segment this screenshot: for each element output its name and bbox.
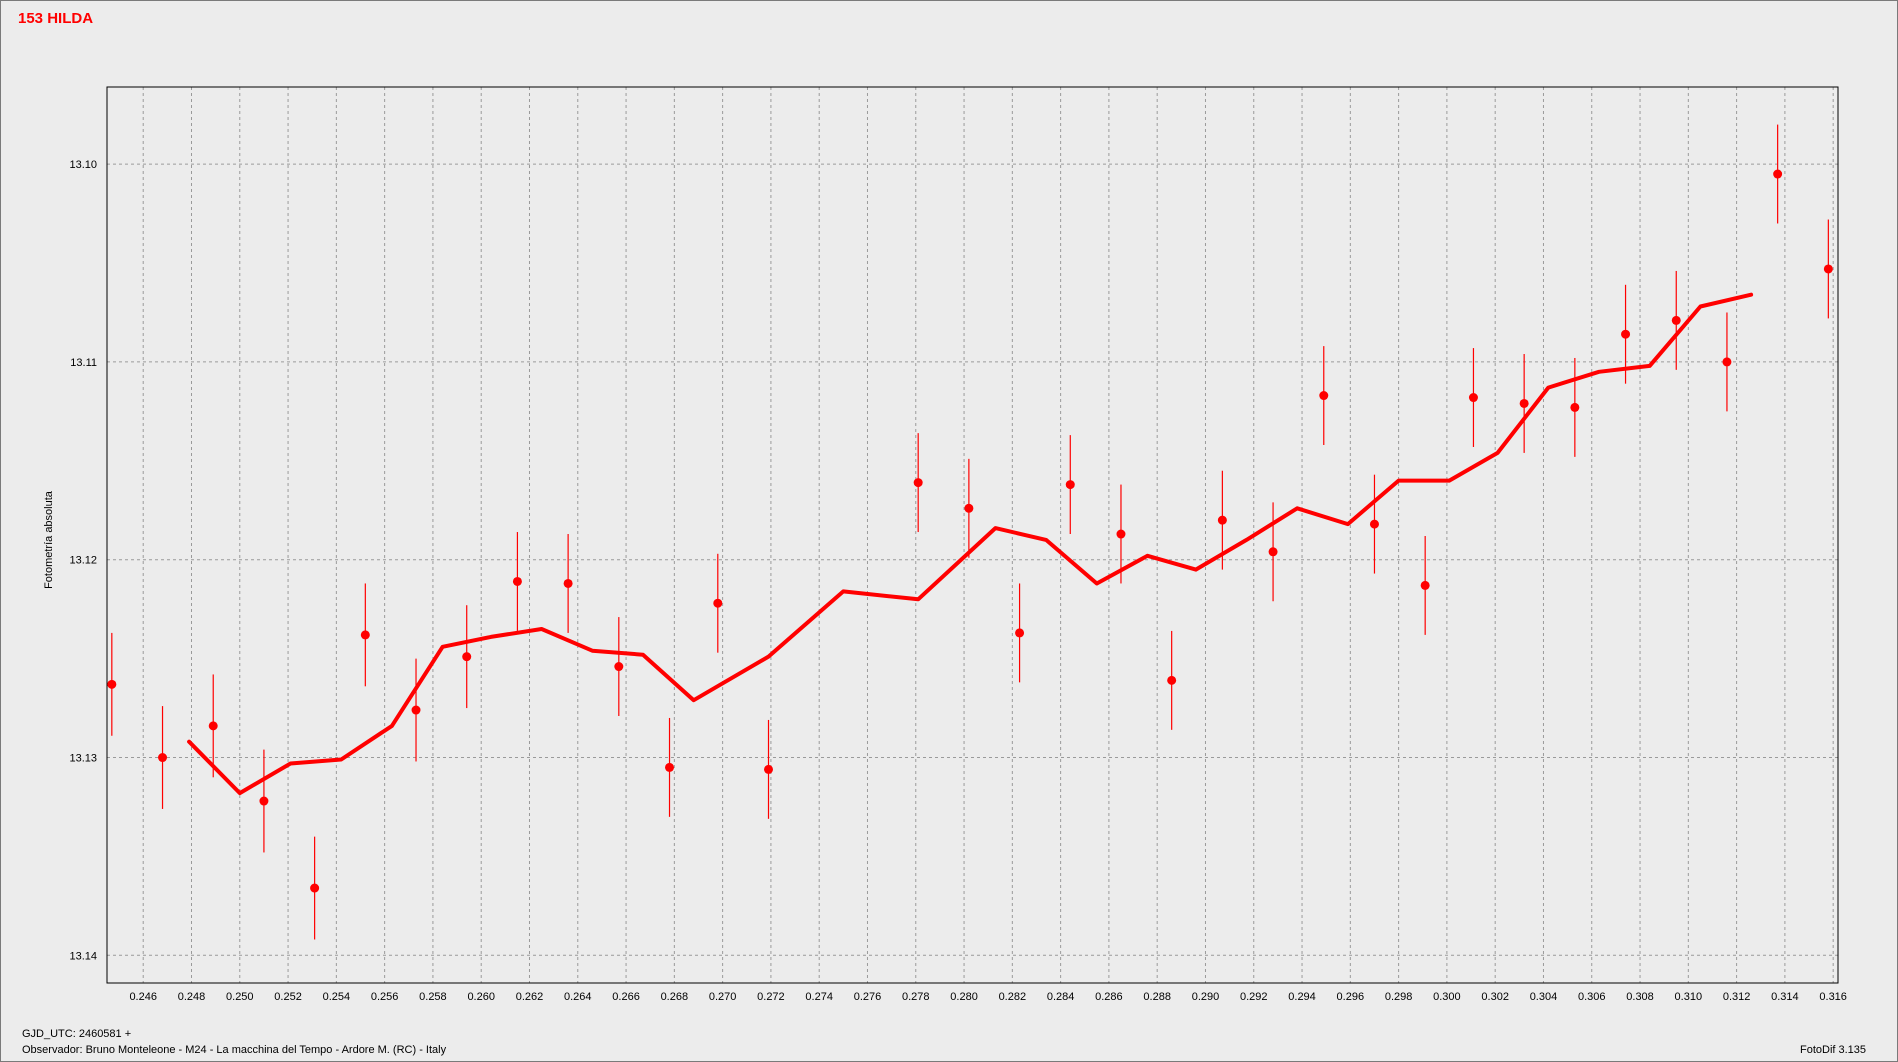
x-tick-label: 0.310	[1675, 991, 1703, 1003]
x-tick-label: 0.260	[467, 991, 495, 1003]
data-point	[1823, 264, 1833, 274]
data-point	[107, 679, 117, 689]
data-point	[1671, 315, 1681, 325]
data-point	[563, 578, 573, 588]
x-tick-label: 0.252	[274, 991, 302, 1003]
footer-date: GJD_UTC: 2460581 +	[22, 1028, 132, 1040]
data-point	[462, 652, 472, 662]
x-tick-label: 0.294	[1288, 991, 1316, 1003]
x-tick-label: 0.290	[1192, 991, 1220, 1003]
y-tick-label: 13.10	[69, 159, 97, 171]
data-point	[713, 598, 723, 608]
x-tick-label: 0.270	[709, 991, 737, 1003]
data-point	[614, 662, 624, 672]
data-point	[158, 753, 168, 763]
data-point	[1773, 169, 1783, 179]
data-point	[1116, 529, 1126, 539]
x-tick-label: 0.276	[854, 991, 882, 1003]
x-tick-label: 0.264	[564, 991, 592, 1003]
x-tick-label: 0.258	[419, 991, 447, 1003]
x-tick-label: 0.280	[950, 991, 978, 1003]
chart-title: 153 HILDA	[18, 10, 94, 27]
x-tick-label: 0.292	[1240, 991, 1268, 1003]
data-point	[1570, 402, 1580, 412]
x-tick-label: 0.314	[1771, 991, 1799, 1003]
data-point	[1217, 515, 1227, 525]
plot-area	[107, 87, 1838, 983]
y-tick-label: 13.11	[70, 357, 97, 369]
data-point	[964, 503, 974, 513]
data-point	[411, 705, 421, 715]
x-tick-label: 0.296	[1337, 991, 1365, 1003]
y-tick-label: 13.13	[69, 753, 97, 765]
y-tick-label: 13.12	[69, 555, 97, 567]
x-tick-label: 0.298	[1385, 991, 1413, 1003]
x-tick-label: 0.312	[1723, 991, 1751, 1003]
data-point	[1621, 329, 1631, 339]
data-point	[310, 883, 320, 893]
data-point	[1519, 398, 1529, 408]
x-tick-label: 0.308	[1626, 991, 1654, 1003]
plot-border	[106, 86, 1839, 984]
x-tick-label: 0.288	[1143, 991, 1171, 1003]
data-point	[1722, 357, 1732, 367]
footer-software: FotoDif 3.135	[1800, 1044, 1867, 1056]
data-point	[665, 762, 675, 772]
x-tick-label: 0.286	[1095, 991, 1123, 1003]
x-tick-label: 0.250	[226, 991, 254, 1003]
footer-observer: Observador: Bruno Monteleone - M24 - La …	[22, 1044, 447, 1056]
x-tick-label: 0.256	[371, 991, 399, 1003]
x-tick-label: 0.246	[129, 991, 157, 1003]
data-point	[360, 630, 370, 640]
x-tick-label: 0.300	[1433, 991, 1461, 1003]
data-point	[913, 478, 923, 488]
x-tick-label: 0.274	[805, 991, 833, 1003]
x-tick-label: 0.268	[661, 991, 689, 1003]
data-point	[1468, 393, 1478, 403]
data-point	[1268, 547, 1278, 557]
x-tick-label: 0.248	[178, 991, 206, 1003]
data-point	[763, 764, 773, 774]
x-tick-label: 0.262	[516, 991, 544, 1003]
data-point	[1369, 519, 1379, 529]
x-tick-label: 0.278	[902, 991, 930, 1003]
x-tick-label: 0.302	[1481, 991, 1509, 1003]
x-tick-label: 0.254	[323, 991, 351, 1003]
data-point	[1420, 580, 1430, 590]
x-tick-label: 0.272	[757, 991, 785, 1003]
data-point	[1015, 628, 1025, 638]
x-tick-label: 0.316	[1819, 991, 1847, 1003]
data-point	[208, 721, 218, 731]
data-point	[512, 576, 522, 586]
data-point	[1319, 391, 1329, 401]
x-tick-label: 0.266	[612, 991, 640, 1003]
x-tick-label: 0.282	[999, 991, 1027, 1003]
trend-line	[187, 292, 1754, 796]
x-tick-label: 0.304	[1530, 991, 1558, 1003]
data-point	[259, 796, 269, 806]
x-tick-label: 0.284	[1047, 991, 1075, 1003]
data-point	[1167, 675, 1177, 685]
x-tick-label: 0.306	[1578, 991, 1606, 1003]
data-point	[1065, 480, 1075, 490]
y-tick-label: 13.14	[69, 950, 97, 962]
